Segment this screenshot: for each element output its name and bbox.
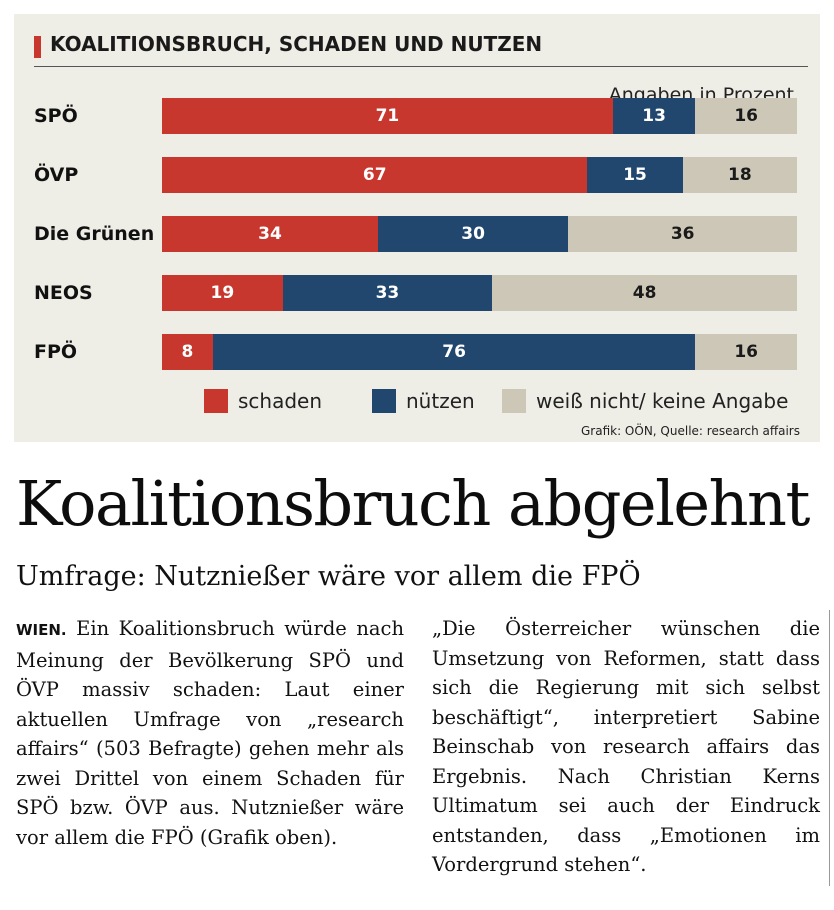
bar-segment: 67 <box>162 157 588 193</box>
bar-segment: 34 <box>162 216 378 252</box>
bar-segment: 36 <box>568 216 797 252</box>
bar-segment: 13 <box>612 98 696 134</box>
legend-label: weiß nicht/ keine Angabe <box>536 389 789 413</box>
legend-swatch <box>204 389 228 413</box>
article-dateline: WIEN. <box>16 621 67 639</box>
title-rule <box>34 66 808 67</box>
stacked-bar: 71 13 16 <box>162 98 797 134</box>
legend-label: schaden <box>238 389 323 413</box>
bar-segment: 18 <box>682 157 797 193</box>
article-column-1-text: Ein Koalitionsbruch würde nach Meinung d… <box>16 617 404 849</box>
bar-segment: 30 <box>377 216 569 252</box>
bar-segment: 15 <box>587 157 683 193</box>
legend-swatch <box>502 389 526 413</box>
stacked-bar: 67 15 18 <box>162 157 797 193</box>
bar-segment: 48 <box>492 275 797 311</box>
category-label: FPÖ <box>34 341 78 363</box>
legend-item: weiß nicht/ keine Angabe <box>502 386 788 416</box>
stacked-bar: 8 76 16 <box>162 334 797 370</box>
article-column-2-text: „Die Österreicher wünschen die Umsetzung… <box>432 617 820 876</box>
bar-segment: 16 <box>695 98 797 134</box>
article-column-1: WIEN. Ein Koalitionsbruch würde nach Mei… <box>16 614 404 852</box>
legend-swatch <box>372 389 396 413</box>
bar-segment: 19 <box>162 275 283 311</box>
category-label: ÖVP <box>34 164 79 186</box>
column-rule <box>829 610 830 886</box>
title-marker <box>34 36 41 58</box>
chart-panel: KOALITIONSBRUCH, SCHADEN UND NUTZEN Anga… <box>14 14 820 442</box>
article-column-2: „Die Österreicher wünschen die Umsetzung… <box>432 614 820 880</box>
legend-label: nützen <box>406 389 475 413</box>
legend-item: schaden <box>204 386 322 416</box>
bar-segment: 76 <box>212 334 696 370</box>
article-headline: Koalitionsbruch abgelehnt <box>16 467 810 540</box>
bar-segment: 16 <box>695 334 797 370</box>
bar-segment: 71 <box>162 98 613 134</box>
legend-item: nützen <box>372 386 475 416</box>
chart-title: KOALITIONSBRUCH, SCHADEN UND NUTZEN <box>50 32 543 56</box>
article-subheadline: Umfrage: Nutznießer wäre vor allem die F… <box>16 561 641 592</box>
category-label: NEOS <box>34 282 93 304</box>
category-label: SPÖ <box>34 105 78 127</box>
chart-legend: schaden nützen weiß nicht/ keine Angabe <box>14 386 820 416</box>
stacked-bar: 34 30 36 <box>162 216 797 252</box>
stacked-bar: 19 33 48 <box>162 275 797 311</box>
chart-source: Grafik: OÖN, Quelle: research affairs <box>580 424 800 438</box>
category-label: Die Grünen <box>34 223 155 245</box>
bar-segment: 33 <box>282 275 493 311</box>
bar-segment: 8 <box>162 334 213 370</box>
